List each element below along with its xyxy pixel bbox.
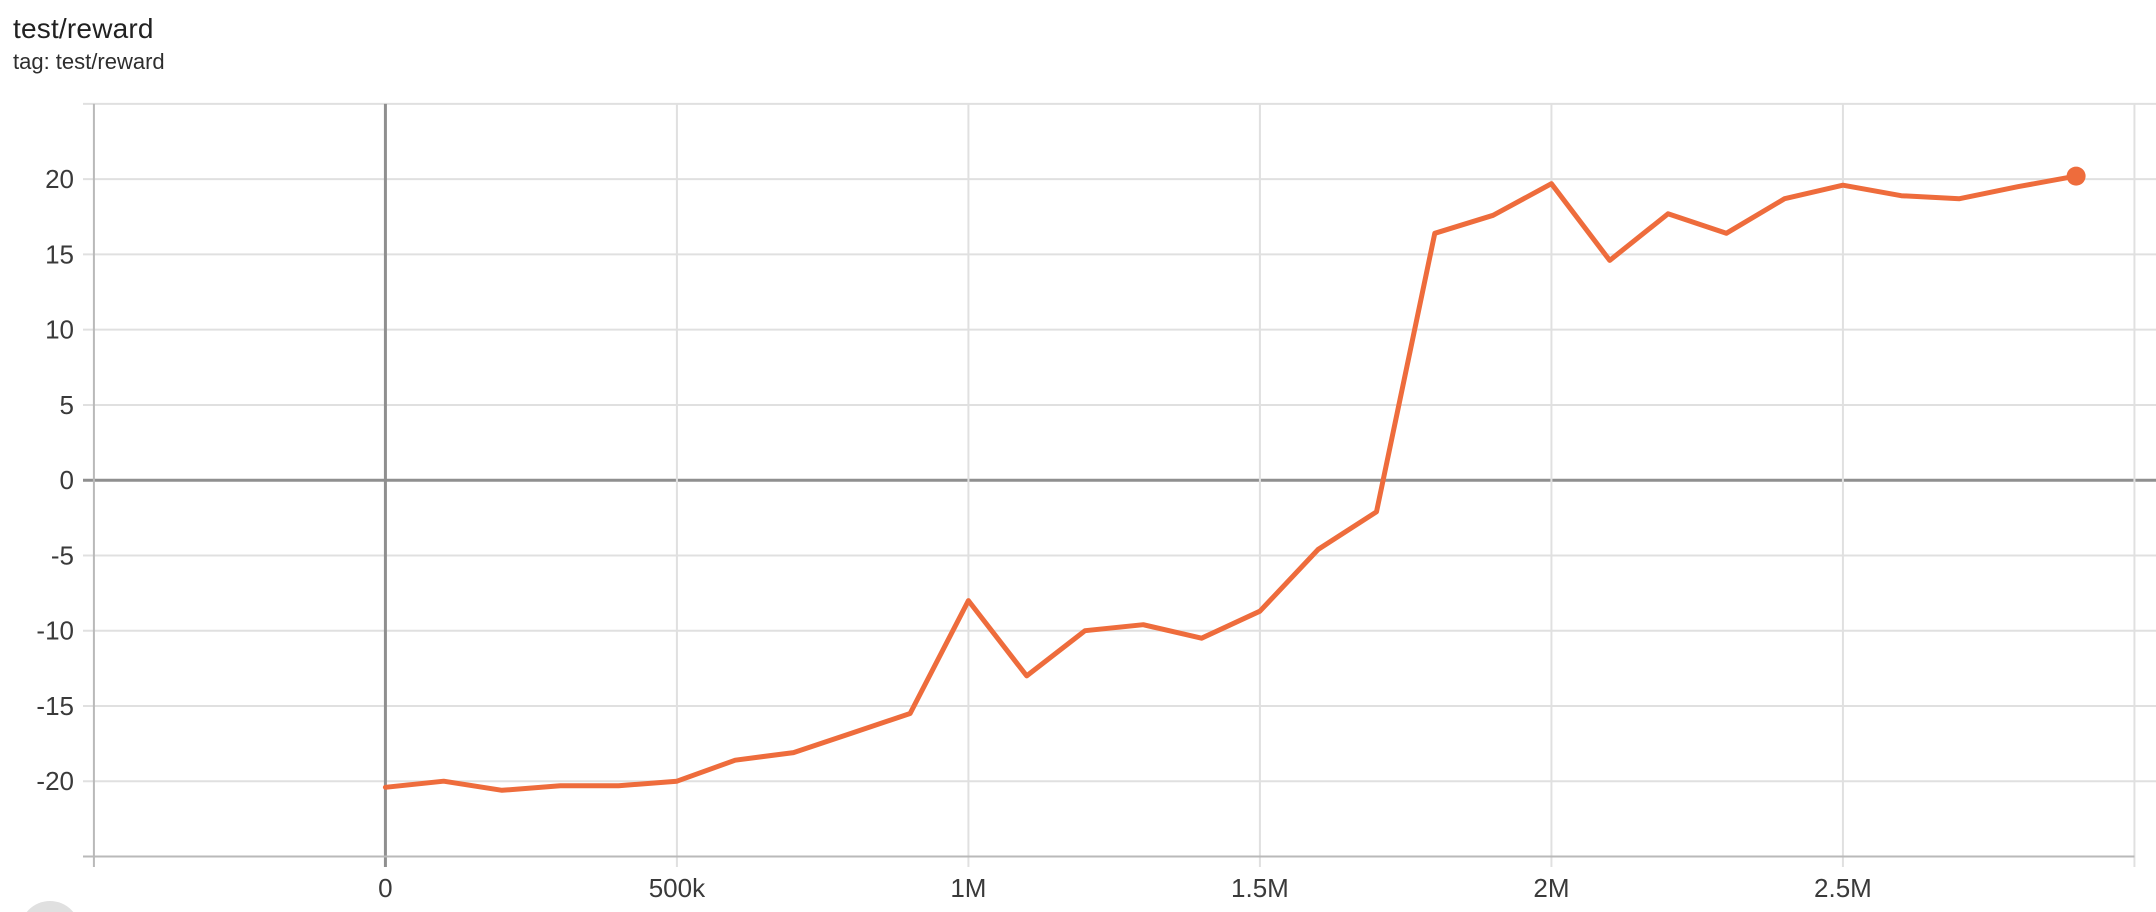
corner-circle-button[interactable] (20, 901, 80, 912)
series-line[interactable] (382, 173, 2079, 793)
x-tick-label: 1.5M (1231, 873, 1289, 903)
chart-title: test/reward (13, 13, 154, 44)
y-tick-label: -20 (36, 766, 74, 796)
y-tick-label: 20 (45, 164, 74, 194)
y-tick-label: -10 (36, 616, 74, 646)
y-tick-label: 10 (45, 315, 74, 345)
x-tick-label: 0 (378, 873, 392, 903)
x-tick-label: 2M (1533, 873, 1569, 903)
y-tick-label: 5 (60, 390, 74, 420)
x-tick-label: 2.5M (1814, 873, 1872, 903)
y-tick-label: 15 (45, 239, 74, 269)
chart-tag-subtitle: tag: test/reward (13, 49, 165, 74)
x-tick-label: 1M (950, 873, 986, 903)
y-tick-label: -5 (51, 540, 74, 570)
y-tick-label: 0 (60, 465, 74, 495)
x-tick-label: 500k (649, 873, 706, 903)
series-end-dot[interactable] (2066, 166, 2086, 186)
card-header: test/reward tag: test/reward (13, 12, 165, 75)
y-tick-label: -15 (36, 691, 74, 721)
